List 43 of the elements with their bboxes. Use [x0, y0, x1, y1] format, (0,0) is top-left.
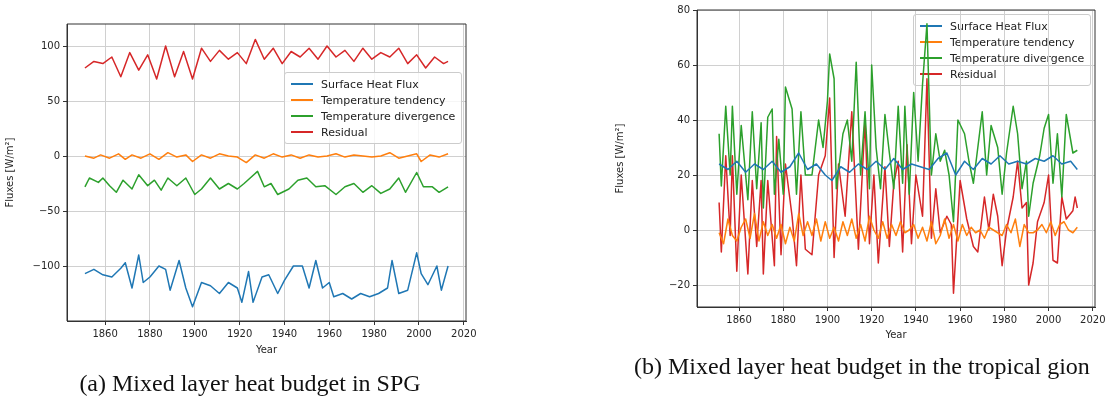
x-tick-label: 2000 [406, 327, 432, 339]
y-tick-label: 100 [40, 39, 60, 51]
legend-label: Residual [321, 125, 368, 139]
x-axis-title: Year [884, 328, 908, 340]
y-tick-label: 60 [677, 58, 690, 70]
x-tick-label: 1900 [814, 313, 841, 325]
legend-label: Temperature tendency [950, 35, 1075, 49]
y-tick-label: 80 [677, 3, 690, 15]
y-tick-label: 40 [677, 113, 690, 125]
x-tick-label: 1880 [770, 313, 796, 325]
x-tick-label: 1960 [316, 327, 342, 339]
x-tick-label: 1880 [137, 327, 163, 339]
x-tick-label: 1860 [92, 327, 118, 339]
x-tick-label: 1900 [182, 327, 208, 339]
y-tick-label: −20 [668, 278, 690, 290]
x-tick-label: 1960 [947, 313, 973, 325]
x-tick-label: 1940 [903, 313, 929, 325]
x-tick-label: 2020 [1080, 313, 1106, 325]
x-tick-label: 1860 [726, 313, 752, 325]
y-tick-label: 0 [53, 149, 60, 161]
x-tick-label: 1920 [858, 313, 885, 325]
x-tick-label: 1940 [271, 327, 298, 339]
y-tick-label: −100 [32, 259, 60, 271]
legend-label: Surface Heat Flux [950, 19, 1048, 33]
x-tick-label: 1980 [991, 313, 1018, 325]
legend-label: Surface Heat Flux [321, 77, 419, 91]
y-axis-title: Fluxes [W/m²] [613, 123, 625, 194]
y-axis-title: Fluxes [W/m²] [3, 137, 15, 208]
y-tick-label: −50 [38, 204, 60, 216]
legend-label: Temperature divergence [321, 109, 456, 123]
text: (a) Mixed layer heat budget in SPG [78, 370, 422, 397]
legend-label: Temperature tendency [321, 93, 446, 107]
x-tick-label: 1980 [361, 327, 387, 339]
y-tick-label: 50 [47, 94, 60, 106]
x-tick-label: 1920 [226, 327, 253, 339]
x-tick-label: 2000 [1035, 313, 1062, 325]
y-tick-label: 20 [677, 168, 690, 180]
text: (b) Mixed layer heat budget in the tropical gion [634, 353, 1091, 380]
legend-label: Residual [950, 67, 997, 81]
legend-label: Temperature divergence [950, 51, 1085, 65]
x-axis-title: Year [254, 343, 278, 355]
y-tick-label: 0 [683, 223, 690, 235]
x-tick-label: 2020 [451, 327, 477, 339]
